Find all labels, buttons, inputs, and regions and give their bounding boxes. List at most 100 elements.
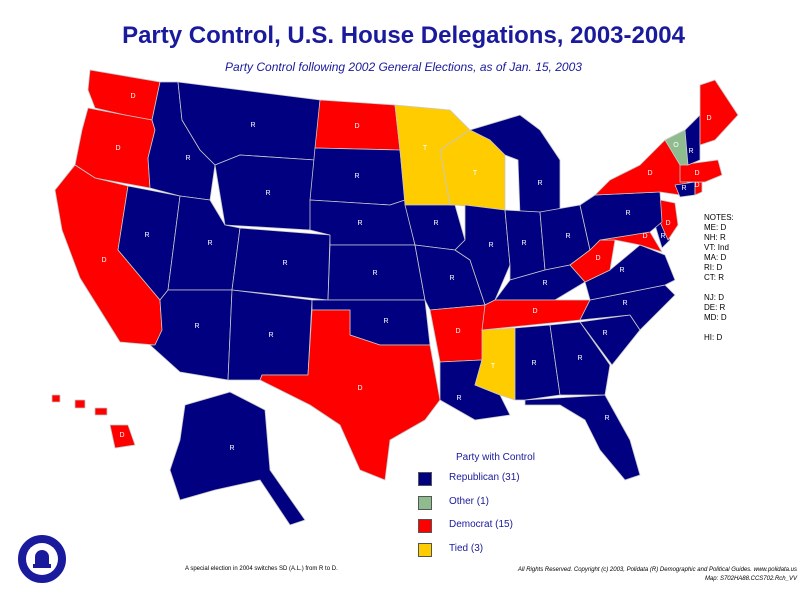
- state-tx: [259, 309, 441, 481]
- note-line: [704, 323, 734, 333]
- state-label-co: R: [282, 260, 287, 267]
- note-line: HI: D: [704, 333, 723, 342]
- state-label-ok: R: [383, 318, 388, 325]
- state-label-tx: D: [357, 385, 362, 392]
- state-al: [514, 324, 561, 401]
- note-line: DE: R: [704, 303, 726, 312]
- state-label-mi: R: [537, 180, 542, 187]
- state-ak: [169, 391, 306, 526]
- map-subtitle: Party Control following 2002 General Ele…: [225, 60, 582, 74]
- note-line: VT: Ind: [704, 243, 729, 252]
- state-label-ky: R: [542, 280, 547, 287]
- legend-title: Party with Control: [456, 452, 535, 463]
- state-label-sd: R: [354, 173, 359, 180]
- note-line: ME: D: [704, 223, 727, 232]
- notes-panel: NOTES: ME: D NH: R VT: Ind MA: D RI: D CT: R N…: [704, 213, 734, 343]
- state-label-hi: D: [119, 432, 124, 439]
- state-label-mt: R: [250, 122, 255, 129]
- state-label-ca: D: [101, 257, 106, 264]
- legend-item-democrat: Democrat (15): [418, 519, 568, 533]
- legend-label-republican: Republican (31): [449, 472, 520, 483]
- note-line: NJ: D: [704, 293, 724, 302]
- state-label-wy: R: [265, 190, 270, 197]
- map-title: Party Control, U.S. House Delegations, 2…: [122, 22, 685, 49]
- state-label-ak: R: [229, 445, 234, 452]
- legend-item-tied: Tied (3): [418, 543, 568, 557]
- state-label-wi: T: [473, 170, 478, 177]
- state-label-wa: D: [130, 93, 135, 100]
- state-label-ks: R: [372, 270, 377, 277]
- legend-label-other: Other (1): [449, 496, 490, 507]
- copyright: All Rights Reserved. Copyright (c) 2003,…: [518, 566, 797, 584]
- state-label-la: R: [456, 395, 461, 402]
- note-line: NOTES:: [704, 213, 734, 222]
- state-wy: [214, 154, 316, 231]
- note-line: NH: R: [704, 233, 726, 242]
- state-label-ar: D: [455, 328, 460, 335]
- note-line: MD: D: [704, 313, 727, 322]
- capitol-base-icon: [33, 564, 51, 568]
- state-label-il: R: [488, 242, 493, 249]
- note-line: MA: D: [704, 253, 727, 262]
- state-label-az: R: [194, 323, 199, 330]
- state-label-me: D: [706, 115, 711, 122]
- note-line: RI: D: [704, 263, 723, 272]
- legend-item-other: Other (1): [418, 496, 568, 510]
- state-label-tn: D: [532, 308, 537, 315]
- state-label-nc: R: [622, 300, 627, 307]
- legend-item-republican: Republican (31): [418, 472, 568, 486]
- state-label-mn: T: [423, 145, 428, 152]
- map-id-line: Map: S702HA88.CCS702.Rch_VV: [704, 576, 797, 582]
- state-label-ut: R: [207, 240, 212, 247]
- state-label-mo: R: [449, 275, 454, 282]
- state-label-ga: R: [577, 355, 582, 362]
- state-label-oh: R: [565, 233, 570, 240]
- state-label-ms: T: [491, 363, 496, 370]
- state-label-nh: R: [688, 148, 693, 155]
- state-co: [231, 227, 331, 301]
- state-label-or: D: [115, 145, 120, 152]
- state-va: [584, 244, 676, 301]
- state-label-vt: O: [673, 142, 679, 149]
- state-label-nm: R: [268, 332, 273, 339]
- copyright-line: All Rights Reserved. Copyright (c) 2003,…: [517, 567, 797, 573]
- legend-swatch-other: [418, 496, 432, 510]
- legend-swatch-democrat: [418, 519, 432, 533]
- state-me: [699, 79, 739, 146]
- note-line: [704, 283, 734, 293]
- state-az: [149, 289, 233, 381]
- state-hi: [51, 394, 136, 449]
- state-label-nv: R: [144, 232, 149, 239]
- legend-label-tied: Tied (3): [449, 543, 484, 554]
- state-label-fl: R: [604, 415, 609, 422]
- state-label-md: D: [642, 233, 647, 240]
- state-label-pa: R: [625, 210, 630, 217]
- legend-swatch-tied: [418, 543, 432, 557]
- legend-label-democrat: Democrat (15): [449, 519, 513, 530]
- state-fl: [524, 394, 641, 481]
- state-label-ia: R: [433, 220, 438, 227]
- legend-swatch-republican: [418, 472, 432, 486]
- footnote: A special election in 2004 switches SD (…: [185, 566, 338, 572]
- state-label-ny: D: [647, 170, 652, 177]
- state-label-al: R: [531, 360, 536, 367]
- polidata-seal-logo: [18, 535, 66, 583]
- state-label-ct: R: [681, 185, 686, 192]
- state-label-de: R: [660, 233, 665, 240]
- state-label-ri: D: [694, 182, 699, 189]
- state-label-ma: D: [694, 170, 699, 177]
- state-label-wv: D: [595, 255, 600, 262]
- state-label-nd: D: [354, 123, 359, 130]
- state-ga: [549, 321, 611, 396]
- state-label-ne: R: [357, 220, 362, 227]
- state-label-id: R: [185, 155, 190, 162]
- state-label-va: R: [619, 267, 624, 274]
- state-ma: [679, 159, 723, 183]
- capitol-dome-icon: [35, 550, 49, 564]
- state-label-nj: D: [665, 220, 670, 227]
- state-nh: [684, 114, 701, 166]
- state-label-sc: R: [602, 330, 607, 337]
- note-line: CT: R: [704, 273, 724, 282]
- state-label-in: R: [521, 240, 526, 247]
